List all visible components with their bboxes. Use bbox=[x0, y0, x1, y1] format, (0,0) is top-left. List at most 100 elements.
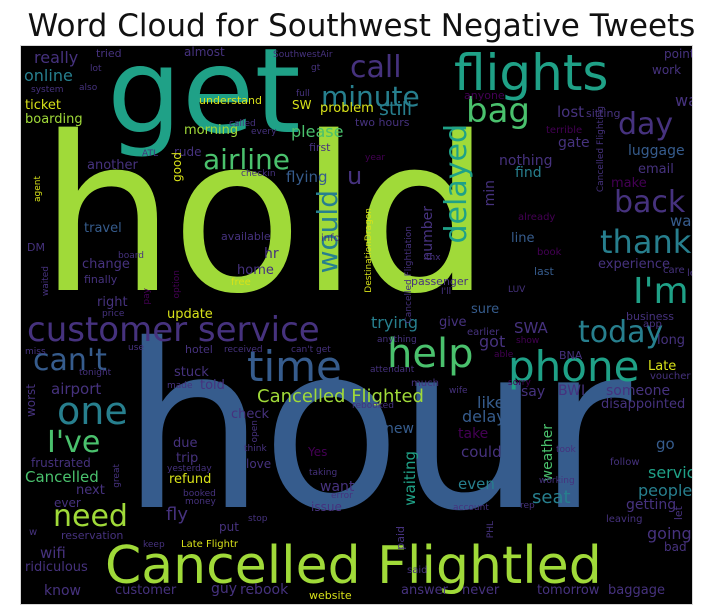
word: really bbox=[34, 48, 79, 67]
word: travel bbox=[84, 221, 122, 236]
word: customer service bbox=[27, 310, 320, 350]
word: minute bbox=[321, 80, 420, 113]
word: experience bbox=[598, 257, 671, 272]
word: rep bbox=[520, 501, 535, 511]
word: ridiculous bbox=[25, 560, 88, 575]
word: gt bbox=[311, 63, 321, 73]
word: anyone bbox=[464, 89, 505, 102]
word: ATL bbox=[142, 149, 158, 159]
word: line bbox=[511, 231, 535, 246]
word: available bbox=[221, 230, 271, 243]
word: thx bbox=[426, 253, 441, 263]
page-title: Word Cloud for Southwest Negative Tweets bbox=[27, 8, 696, 44]
word: keep bbox=[143, 540, 165, 550]
word: called bbox=[229, 119, 256, 129]
word: much bbox=[411, 378, 439, 389]
word: sorry bbox=[508, 378, 531, 388]
word: need bbox=[53, 499, 128, 534]
word: email bbox=[638, 162, 674, 177]
word: taking bbox=[309, 468, 338, 478]
word: help bbox=[387, 331, 474, 377]
word: book bbox=[537, 247, 562, 258]
word: passenger bbox=[411, 275, 469, 288]
word: reservation bbox=[61, 529, 124, 542]
word: last bbox=[534, 265, 554, 278]
word: issue bbox=[311, 500, 342, 514]
word: Cancelled Flighting bbox=[596, 106, 606, 193]
word: disappointed bbox=[601, 397, 686, 412]
word: morning bbox=[184, 123, 239, 138]
word: Cancelled bbox=[25, 468, 99, 486]
word: new bbox=[385, 421, 414, 437]
word: make bbox=[611, 176, 647, 191]
word: miss bbox=[25, 347, 46, 357]
word: hold bbox=[39, 90, 491, 341]
word: service bbox=[648, 463, 692, 482]
word: follow bbox=[610, 457, 640, 468]
word: going bbox=[647, 524, 692, 543]
word: sitting bbox=[586, 107, 621, 120]
word: app bbox=[643, 319, 662, 330]
word: work bbox=[652, 63, 682, 77]
word: lost bbox=[557, 103, 585, 121]
word: PHL bbox=[486, 521, 496, 539]
word: said bbox=[407, 565, 428, 576]
word: long bbox=[657, 333, 686, 348]
word: agent bbox=[33, 176, 43, 202]
word: love bbox=[246, 457, 272, 471]
word: paid bbox=[394, 526, 407, 550]
word: working bbox=[539, 476, 575, 486]
word: take bbox=[458, 426, 489, 442]
word: error bbox=[331, 491, 353, 501]
word: rude bbox=[174, 145, 202, 159]
word: right bbox=[97, 295, 128, 310]
word: able bbox=[494, 350, 514, 360]
word: due bbox=[173, 436, 198, 451]
word: wife bbox=[449, 386, 468, 396]
word: rebook bbox=[240, 582, 289, 598]
word: money bbox=[185, 497, 216, 507]
word: Late Flightr bbox=[181, 539, 238, 550]
word: home bbox=[237, 263, 274, 278]
word: answer bbox=[401, 583, 448, 598]
word: took bbox=[556, 445, 576, 455]
word: know bbox=[44, 583, 81, 599]
word: use bbox=[128, 343, 144, 353]
word: left bbox=[687, 268, 692, 279]
word: phone bbox=[508, 342, 640, 391]
word: think bbox=[244, 444, 267, 454]
word: almost bbox=[184, 46, 225, 59]
word: seat bbox=[532, 487, 571, 508]
word: business bbox=[626, 310, 674, 323]
word: problem bbox=[320, 101, 374, 116]
word: luggage bbox=[628, 143, 685, 159]
word: leaving bbox=[606, 514, 643, 525]
word: like bbox=[477, 393, 505, 412]
word: give bbox=[439, 315, 467, 330]
word: delayed bbox=[439, 124, 474, 244]
word: system bbox=[31, 85, 64, 95]
word: received bbox=[224, 345, 263, 355]
word: still bbox=[379, 98, 413, 120]
word: great bbox=[112, 464, 122, 488]
word: I'll bbox=[441, 287, 452, 297]
word: customer bbox=[115, 583, 177, 598]
word: worst bbox=[24, 384, 38, 418]
word: flying bbox=[286, 168, 328, 186]
word: price bbox=[102, 309, 125, 319]
word: thank bbox=[600, 223, 692, 261]
word: BNA bbox=[559, 349, 583, 362]
word: want bbox=[320, 479, 355, 495]
word: bag bbox=[466, 91, 530, 131]
word: got bbox=[479, 332, 506, 351]
word: refund bbox=[169, 472, 212, 487]
word: Late bbox=[648, 359, 677, 374]
word: sure bbox=[471, 302, 500, 317]
word: put bbox=[219, 520, 239, 534]
word: fly bbox=[166, 504, 188, 525]
word: another bbox=[87, 158, 138, 173]
word: online bbox=[24, 66, 73, 85]
word: BWI bbox=[558, 383, 586, 399]
word: day bbox=[618, 107, 674, 142]
word: every bbox=[251, 127, 277, 137]
